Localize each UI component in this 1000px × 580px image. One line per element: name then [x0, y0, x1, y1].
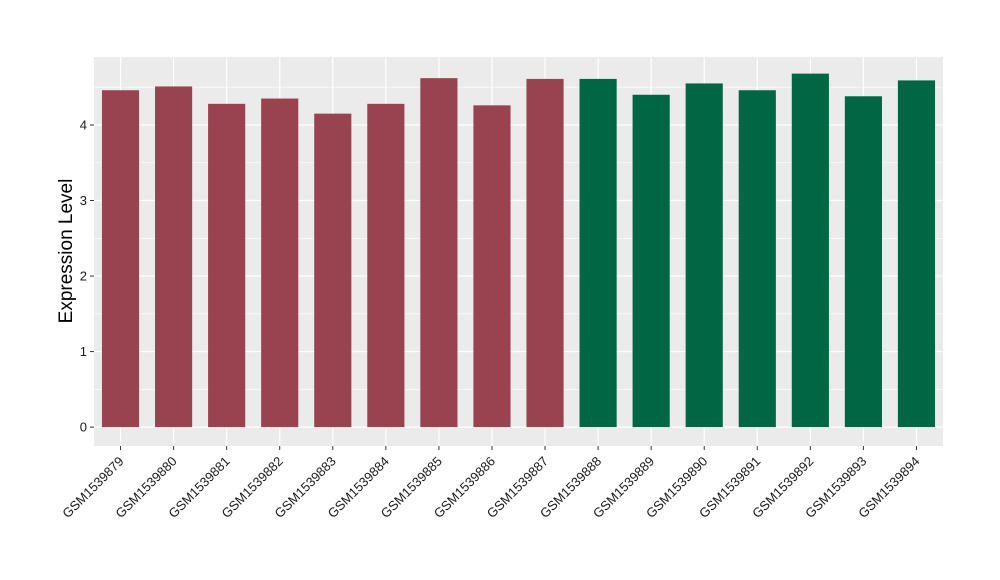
bar-gsm1539893	[844, 96, 882, 428]
bar-gsm1539880	[155, 86, 193, 428]
bar-gsm1539879	[101, 90, 140, 428]
y-tick-label: 3	[80, 193, 87, 208]
bar-gsm1539891	[738, 90, 776, 428]
bar-gsm1539884	[367, 103, 405, 428]
y-tick-label: 4	[80, 117, 87, 132]
bar-gsm1539894	[897, 80, 936, 428]
bar-gsm1539881	[208, 103, 246, 428]
bar-gsm1539890	[685, 83, 723, 428]
x-axis: GSM1539879GSM1539880GSM1539881GSM1539882…	[59, 446, 923, 521]
bar-gsm1539886	[473, 105, 511, 428]
y-tick-label: 0	[80, 420, 87, 435]
bar-gsm1539892	[791, 73, 829, 428]
y-tick-label: 1	[80, 344, 87, 359]
bar-gsm1539885	[420, 78, 458, 428]
y-axis-title: Expression Level	[56, 179, 77, 324]
bar-gsm1539889	[632, 94, 670, 428]
bar-gsm1539887	[526, 78, 564, 428]
bar-gsm1539888	[579, 78, 617, 428]
bar-gsm1539882	[261, 98, 299, 428]
bar-gsm1539883	[314, 113, 352, 428]
bars	[101, 73, 936, 428]
y-tick-label: 2	[80, 269, 87, 284]
y-axis: 0 1 2 3 4	[80, 117, 94, 435]
